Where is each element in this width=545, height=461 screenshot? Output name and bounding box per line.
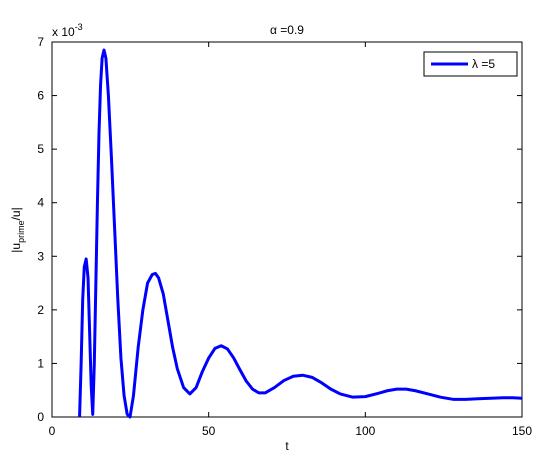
y-tick-label: 4	[37, 196, 44, 210]
y-multiplier-exponent: -3	[75, 22, 83, 32]
y-tick-label: 2	[37, 303, 44, 317]
x-tick-label: 100	[355, 424, 375, 438]
y-label-tail: /u|	[9, 207, 23, 220]
y-label-base: |u	[9, 243, 23, 253]
legend-label: λ =5	[472, 57, 495, 71]
y-multiplier: x 10-3	[52, 22, 83, 39]
x-axis-label: t	[285, 439, 289, 453]
x-tick-label: 0	[49, 424, 56, 438]
chart-title: α =0.9	[270, 23, 304, 37]
data-line	[78, 48, 523, 419]
y-tick-label: 5	[37, 142, 44, 156]
y-axis-label: |uprime/u|	[9, 207, 26, 252]
y-tick-label: 7	[37, 35, 44, 49]
x-tick-label: 50	[202, 424, 216, 438]
y-tick-label: 6	[37, 89, 44, 103]
y-tick-label: 0	[37, 410, 44, 424]
y-tick-label: 1	[37, 356, 44, 370]
x-tick-label: 150	[512, 424, 532, 438]
y-multiplier-base: x 10	[52, 25, 75, 39]
y-tick-label: 3	[37, 249, 44, 263]
y-label-subscript: prime	[16, 220, 26, 243]
plot-area	[51, 41, 523, 418]
